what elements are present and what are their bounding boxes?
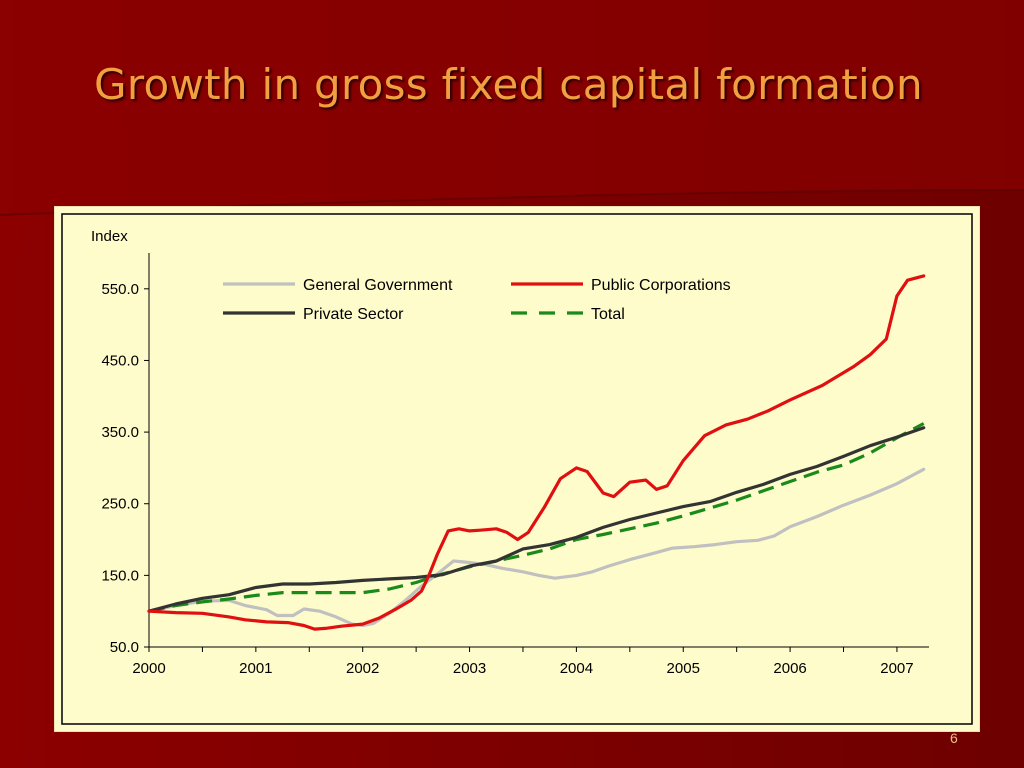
y-tick-label: 50.0: [110, 639, 139, 656]
chart-legend: General Government Public Corporations Pri…: [223, 277, 731, 323]
chart-inner-border: [61, 213, 973, 725]
series-line-total: [148, 422, 925, 613]
y-tick-label: 450.0: [101, 352, 139, 369]
chart-axes: Index 50.0 150.0 250.0 350.0 450.0 550.0 2000 20…: [91, 228, 929, 677]
legend-label-public-corporations: Public Corporations: [591, 277, 731, 294]
x-tick-label: 2004: [560, 660, 593, 677]
series-line-private-sector: [147, 426, 926, 613]
y-tick-label: 350.0: [101, 424, 139, 441]
x-tick-label: 2002: [346, 660, 379, 677]
y-tick-label: 150.0: [101, 567, 139, 584]
x-tick-label: 2007: [880, 660, 913, 677]
series-line-public-corporations: [147, 274, 926, 631]
legend-label-private-sector: Private Sector: [303, 306, 404, 323]
legend-label-total: Total: [591, 306, 625, 323]
x-tick-label: 2003: [453, 660, 486, 677]
x-tick-label: 2000: [132, 660, 165, 677]
page-number: 6: [950, 730, 958, 746]
slide-title: Growth in gross fixed capital formation: [94, 60, 923, 109]
line-chart: Index 50.0 150.0 250.0 350.0 450.0 550.0 2000 20…: [61, 213, 973, 725]
y-tick-label: 550.0: [101, 281, 139, 298]
x-tick-label: 2001: [239, 660, 272, 677]
y-tick-label: 250.0: [101, 496, 139, 513]
x-tick-label: 2005: [667, 660, 700, 677]
y-axis-label: Index: [91, 228, 128, 245]
chart-series: [147, 274, 926, 631]
series-line-general-government: [147, 467, 926, 628]
chart-panel: Index 50.0 150.0 250.0 350.0 450.0 550.0 2000 20…: [54, 206, 980, 732]
x-tick-label: 2006: [773, 660, 806, 677]
legend-label-general-government: General Government: [303, 277, 453, 294]
